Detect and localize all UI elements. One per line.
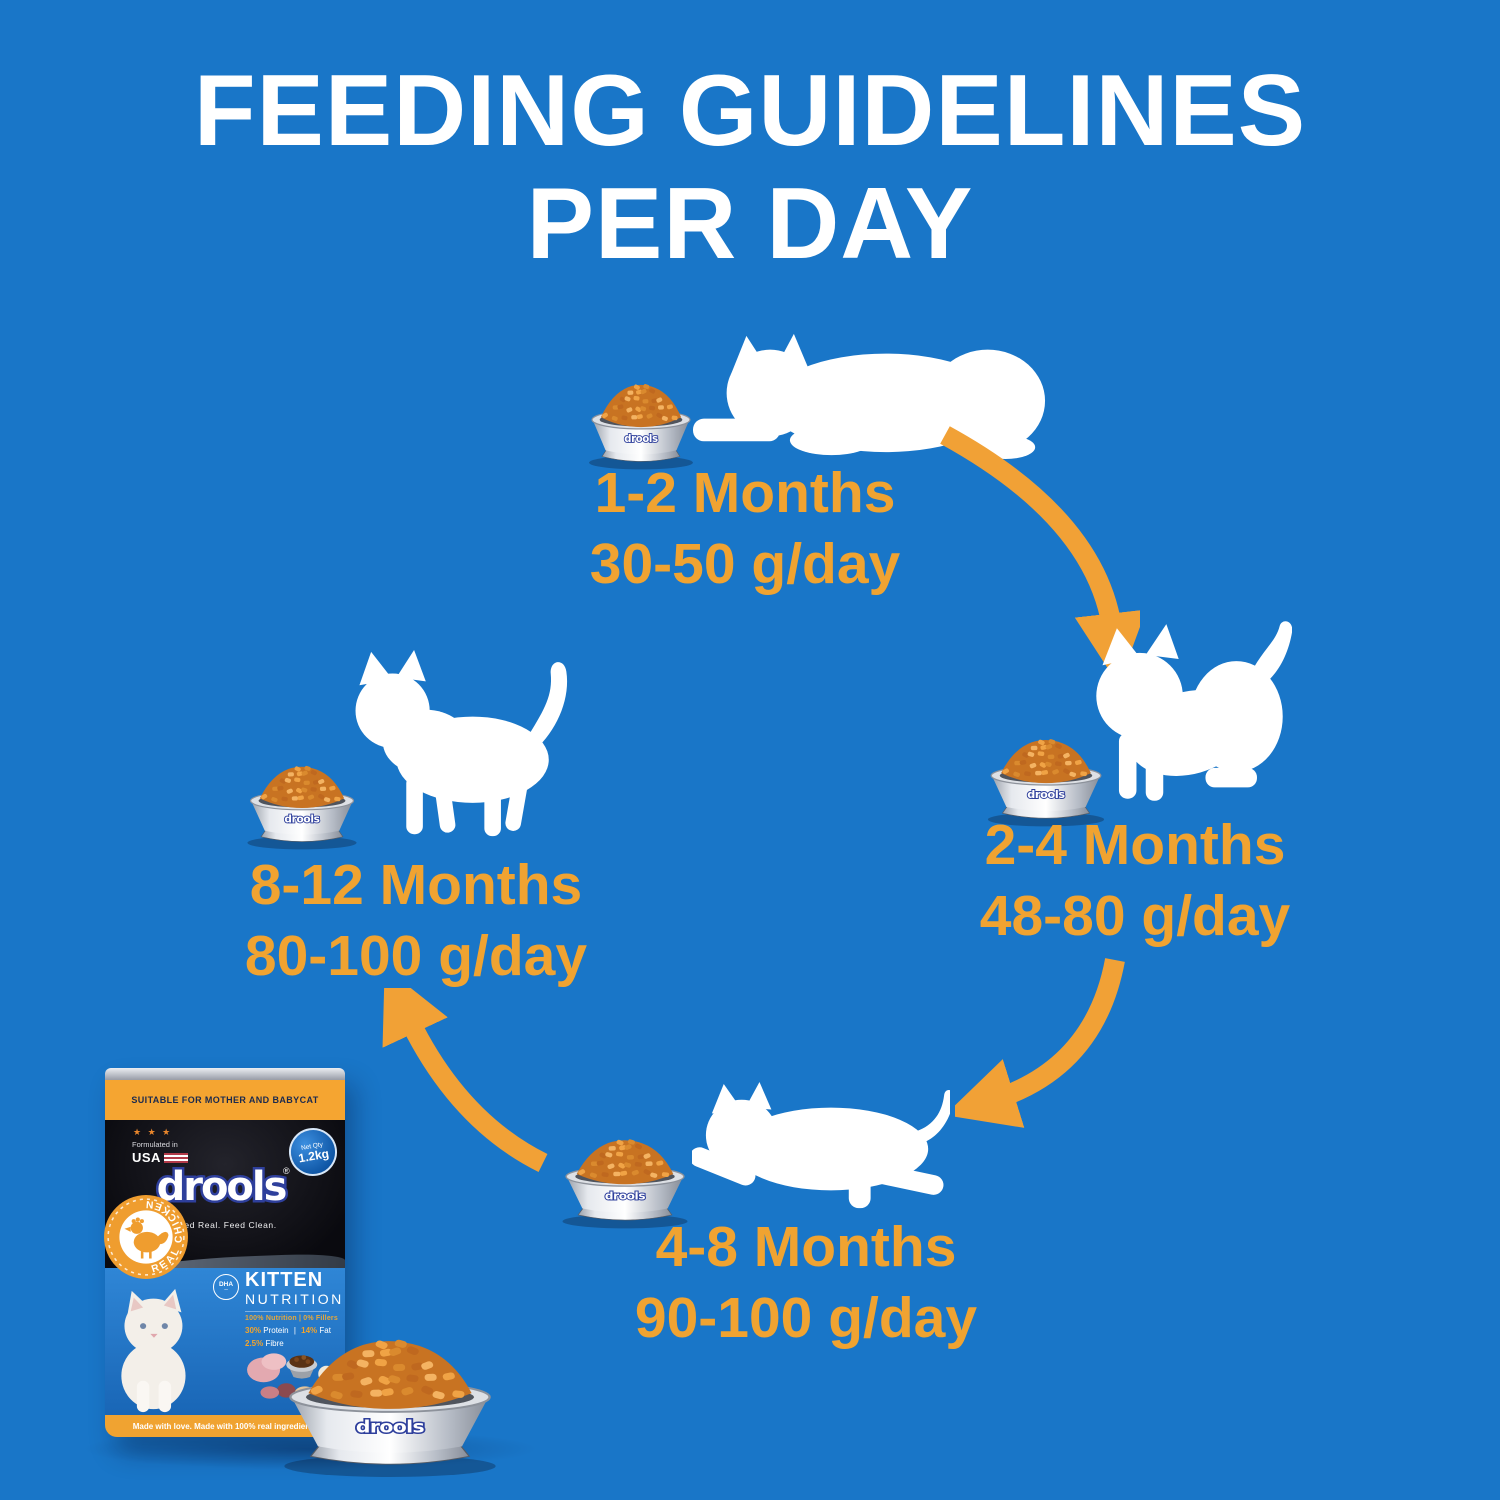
usa-label: USA xyxy=(132,1150,161,1165)
food-bowl-icon: drools xyxy=(554,1133,696,1229)
usa-row: USA xyxy=(132,1150,188,1165)
usa-flag-stripes-icon xyxy=(163,1152,188,1163)
drools-logo: drools ® xyxy=(154,1158,295,1214)
bottom-band-label: Made with love. Made with 100% real ingr… xyxy=(132,1421,318,1431)
stage-8-12-months: 8-12 Months 80-100 g/day xyxy=(96,850,736,992)
stage-amount-label: 48-80 g/day xyxy=(979,884,1291,948)
title-line-1: FEEDING GUIDELINES xyxy=(193,55,1307,167)
stage-months-label: 1-2 Months xyxy=(594,461,896,525)
fibre-value: 2.5% xyxy=(245,1338,264,1348)
product-line-nutrition: NUTRITION xyxy=(245,1291,344,1307)
stage-months-label: 2-4 Months xyxy=(984,813,1286,877)
stage-2-4-months: 2-4 Months 48-80 g/day xyxy=(815,810,1455,952)
package-blue-panel: DHA KITTEN NUTRITION 100% Nutrition | 0%… xyxy=(105,1268,345,1415)
formulated-in-label: Formulated in xyxy=(132,1140,178,1149)
svg-text:drools: drools xyxy=(157,1164,286,1210)
dha-badge: DHA xyxy=(213,1274,239,1300)
stage-4-8-months: 4-8 Months 90-100 g/day xyxy=(486,1212,1126,1354)
stars-decoration: ★ ★ ★ xyxy=(133,1127,173,1137)
svg-text:drools: drools xyxy=(1027,788,1065,801)
fat-value: 14% xyxy=(301,1325,318,1335)
macros-line-1: 30% Protein | 14% Fat xyxy=(245,1326,344,1335)
package-header-band: SUITABLE FOR MOTHER AND BABYCAT xyxy=(105,1080,345,1120)
nutrition-claim: 100% Nutrition | 0% Fillers xyxy=(245,1314,338,1322)
stage-amount-label: 30-50 g/day xyxy=(589,532,901,596)
macros-line-2: 2.5% Fibre xyxy=(245,1339,344,1348)
svg-text:drools: drools xyxy=(624,434,658,445)
brand-tagline: Feed Real. Feed Clean. xyxy=(173,1220,277,1230)
kitten-photo xyxy=(111,1283,199,1415)
cat-silhouette-walking-icon xyxy=(336,648,580,844)
package-ziplock xyxy=(105,1068,345,1080)
kitten-silhouette-playbow-icon xyxy=(1086,620,1292,810)
svg-text:drools: drools xyxy=(284,814,319,826)
stage-1-2-months: 1-2 Months 30-50 g/day xyxy=(425,458,1065,600)
svg-text:drools: drools xyxy=(356,1418,425,1437)
title-line-2: PER DAY xyxy=(526,168,974,281)
fibre-label: Fibre xyxy=(265,1338,284,1348)
arrow-stage2-to-stage3-icon xyxy=(955,958,1125,1128)
real-chicken-badge: REAL CHICKEN xyxy=(103,1194,189,1280)
food-bowl-icon: drools xyxy=(980,733,1112,827)
kitten-silhouette-crouching-icon xyxy=(693,328,1049,461)
product-package: SUITABLE FOR MOTHER AND BABYCAT ★ ★ ★ Fo… xyxy=(103,1068,345,1437)
svg-text:®: ® xyxy=(283,1166,290,1176)
macro-separator: | xyxy=(293,1325,296,1335)
stage-months-label: 4-8 Months xyxy=(655,1215,957,1279)
package-bottom-band: Made with love. Made with 100% real ingr… xyxy=(105,1415,345,1437)
arrow-stage1-to-stage2-icon xyxy=(940,426,1140,670)
header-band-label: SUITABLE FOR MOTHER AND BABYCAT xyxy=(131,1095,319,1105)
stage-amount-label: 90-100 g/day xyxy=(634,1286,978,1350)
dha-label: DHA xyxy=(218,1281,234,1289)
food-bowl-icon: drools xyxy=(240,760,364,850)
stage-amount-label: 80-100 g/day xyxy=(244,924,588,988)
divider-rule xyxy=(245,1310,329,1312)
protein-value: 30% xyxy=(245,1325,262,1335)
food-bowl-icon: drools xyxy=(582,378,700,470)
stage-months-label: 8-12 Months xyxy=(249,853,583,917)
svg-text:drools: drools xyxy=(605,1189,646,1202)
kitten-silhouette-running-icon xyxy=(692,1080,950,1213)
arrow-stage3-to-stage4-icon xyxy=(382,988,548,1172)
food-bowl-large-icon: drools xyxy=(270,1330,510,1478)
page-title: FEEDING GUIDELINES PER DAY xyxy=(0,55,1500,281)
product-name-block: KITTEN NUTRITION 100% Nutrition | 0% Fil… xyxy=(245,1270,344,1348)
product-line-kitten: KITTEN xyxy=(245,1269,324,1291)
fat-label: Fat xyxy=(319,1325,331,1335)
protein-label: Protein xyxy=(263,1325,289,1335)
